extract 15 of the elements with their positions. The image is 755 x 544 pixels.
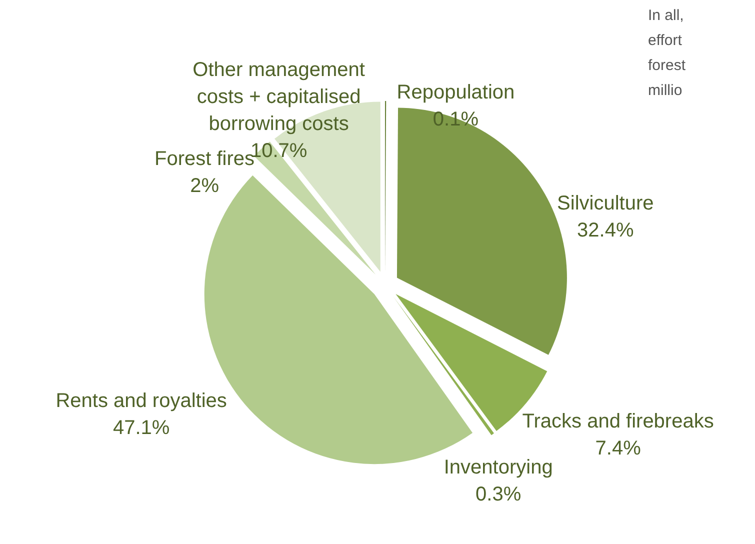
slice-label: Repopulation bbox=[396, 82, 515, 104]
slice-label: Silviculture bbox=[557, 192, 654, 214]
data-label: 2% bbox=[190, 175, 220, 198]
text: In all, bbox=[648, 7, 684, 24]
data-label: 0.3% bbox=[476, 484, 522, 506]
data-label: 7.4% bbox=[595, 437, 642, 460]
slice-label: Other management costs + capitalised borrowing costs bbox=[192, 58, 366, 135]
data-label: 47.1% bbox=[112, 417, 170, 440]
slice-label: Rents and royalties bbox=[56, 390, 227, 412]
slice-label: Inventorying bbox=[444, 456, 553, 479]
text: effort bbox=[648, 32, 683, 49]
slice-label: Tracks and firebreaks bbox=[522, 410, 714, 432]
data-label: 32.4% bbox=[577, 219, 634, 242]
text: millio bbox=[648, 82, 682, 99]
text: forest bbox=[648, 57, 686, 74]
